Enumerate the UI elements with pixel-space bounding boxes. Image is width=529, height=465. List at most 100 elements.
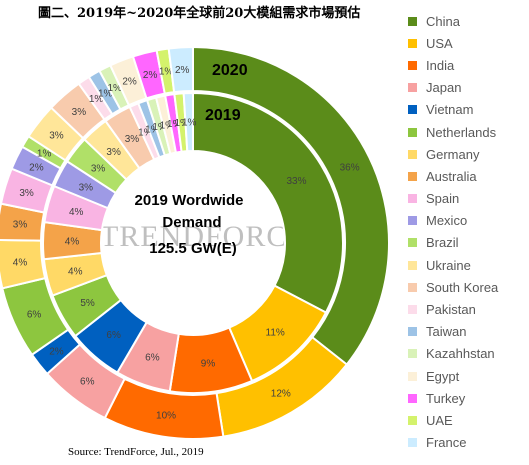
slice-label-2020-pakistan: 1% xyxy=(89,94,104,105)
legend-swatch xyxy=(408,105,417,115)
legend-swatch xyxy=(408,216,417,226)
slice-label-2019-uae: 1% xyxy=(174,118,189,129)
slice-label-2019-india: 9% xyxy=(201,359,216,370)
slice-label-2020-australia: 3% xyxy=(13,220,28,231)
slice-label-2019-vietnam: 6% xyxy=(106,330,121,341)
slice-label-2019-spain: 4% xyxy=(69,207,84,218)
center-line-3: 125.5 GW(E) xyxy=(149,240,237,257)
slice-label-2020-spain: 3% xyxy=(19,188,34,199)
legend-label: South Korea xyxy=(426,279,499,295)
legend-item-usa: USA xyxy=(408,32,498,54)
slice-label-2020-taiwan: 1% xyxy=(98,88,113,99)
watermark-text: TRENDFORCE xyxy=(100,220,307,253)
legend-label: Japan xyxy=(426,80,462,96)
slice-label-2020-japan: 6% xyxy=(80,377,95,388)
legend-item-kazahhstan: Kazahhstan xyxy=(408,343,498,365)
slice-label-2020-kazahhstan: 1% xyxy=(108,83,123,94)
inner-ring-2019: 33%11%9%6%6%5%4%4%4%3%3%3%3%1%1%1%1%1%1%… xyxy=(42,91,344,394)
legend-item-germany: Germany xyxy=(408,143,498,165)
slice-label-2019-south-korea: 3% xyxy=(125,134,140,145)
slice-label-2020-usa: 12% xyxy=(271,389,291,400)
legend-item-egypt: Egypt xyxy=(408,365,498,387)
legend-label: Vietnam xyxy=(426,102,474,118)
slice-label-2020-uae: 1% xyxy=(159,67,174,78)
slice-label-2020-vietnam: 2% xyxy=(49,346,64,357)
ring-labels: 2020 2019 xyxy=(205,62,248,124)
legend-swatch xyxy=(408,327,417,337)
slice-label-2019-germany: 4% xyxy=(68,266,83,277)
legend-item-india: India xyxy=(408,54,498,76)
legend-item-japan: Japan xyxy=(408,77,498,99)
legend-label: Taiwan xyxy=(426,324,467,340)
legend-item-vietnam: Vietnam xyxy=(408,99,498,121)
slice-label-2020-turkey: 2% xyxy=(143,70,158,81)
legend-swatch xyxy=(408,260,417,270)
legend-label: China xyxy=(426,13,460,29)
legend-swatch xyxy=(408,38,417,48)
slice-label-2019-netherlands: 5% xyxy=(80,298,95,309)
slice-label-2019-turkey: 1% xyxy=(167,119,182,130)
slice-label-2019-taiwan: 1% xyxy=(145,125,160,136)
legend-item-france: France xyxy=(408,432,498,454)
center-text: 2019 Wordwide Demand 125.5 GW(E) xyxy=(135,192,244,257)
legend-swatch xyxy=(408,60,417,70)
slice-label-2019-japan: 6% xyxy=(145,352,160,363)
legend-item-brazil: Brazil xyxy=(408,232,498,254)
legend-swatch xyxy=(408,127,417,137)
legend-label: Mexico xyxy=(426,213,468,229)
slice-label-2019-usa: 11% xyxy=(266,327,285,338)
legend-swatch xyxy=(408,171,417,181)
slice-label-2019-pakistan: 1% xyxy=(138,127,153,138)
legend-label: UAE xyxy=(426,412,453,428)
slice-label-2020-india: 10% xyxy=(156,410,176,421)
legend-swatch xyxy=(408,238,417,248)
legend-label: Brazil xyxy=(426,235,459,251)
slice-2019-china xyxy=(192,91,344,314)
legend-label: Pakistan xyxy=(426,302,476,318)
slice-label-2019-kazahhstan: 1% xyxy=(152,122,167,133)
watermark: TRENDFORCE xyxy=(100,220,307,253)
legend-item-turkey: Turkey xyxy=(408,387,498,409)
slice-label-2020-netherlands: 6% xyxy=(27,309,42,320)
slice-2019-france xyxy=(182,91,194,153)
slice-label-2019-australia: 4% xyxy=(65,237,80,248)
legend-item-pakistan: Pakistan xyxy=(408,298,498,320)
inner-ring-year-label: 2019 xyxy=(205,107,241,124)
slice-label-2019-china: 33% xyxy=(287,176,307,187)
slice-label-2020-brazil: 1% xyxy=(37,148,52,159)
legend-label: Egypt xyxy=(426,368,460,384)
legend-item-taiwan: Taiwan xyxy=(408,321,498,343)
source-note: Source: TrendForce, Jul., 2019 xyxy=(68,446,204,458)
center-line-1: 2019 Wordwide xyxy=(135,192,244,209)
legend-item-netherlands: Netherlands xyxy=(408,121,498,143)
legend-swatch xyxy=(408,349,417,359)
slice-label-2020-egypt: 2% xyxy=(122,76,137,87)
slice-label-2020-ukraine: 3% xyxy=(49,131,64,142)
legend-label: Netherlands xyxy=(426,124,497,140)
legend-label: Germany xyxy=(426,146,480,162)
slice-label-2020-mexico: 2% xyxy=(29,163,44,174)
legend-label: Turkey xyxy=(426,390,466,406)
legend-item-uae: UAE xyxy=(408,409,498,431)
slice-2020-france xyxy=(167,45,194,94)
legend-label: France xyxy=(426,435,467,451)
legend-label: Spain xyxy=(426,191,460,207)
slice-label-2020-south-korea: 3% xyxy=(72,107,87,118)
legend-swatch xyxy=(408,149,417,159)
chart-title: 圖二、2019年~2020年全球前20大模組需求市場預估 xyxy=(38,6,361,21)
legend-swatch xyxy=(408,282,417,292)
legend-label: Ukraine xyxy=(426,257,471,273)
legend-label: USA xyxy=(426,35,453,51)
center-line-2: Demand xyxy=(162,214,221,231)
legend-item-australia: Australia xyxy=(408,165,498,187)
slice-label-2020-france: 2% xyxy=(175,65,190,76)
outer-ring-year-label: 2020 xyxy=(212,62,248,79)
legend-swatch xyxy=(408,415,417,425)
legend-item-spain: Spain xyxy=(408,188,498,210)
legend-item-china: China xyxy=(408,10,498,32)
legend-item-south-korea: South Korea xyxy=(408,276,498,298)
slice-label-2019-mexico: 3% xyxy=(79,182,94,193)
legend-item-ukraine: Ukraine xyxy=(408,254,498,276)
legend-swatch xyxy=(408,16,417,26)
legend-swatch xyxy=(408,305,417,315)
